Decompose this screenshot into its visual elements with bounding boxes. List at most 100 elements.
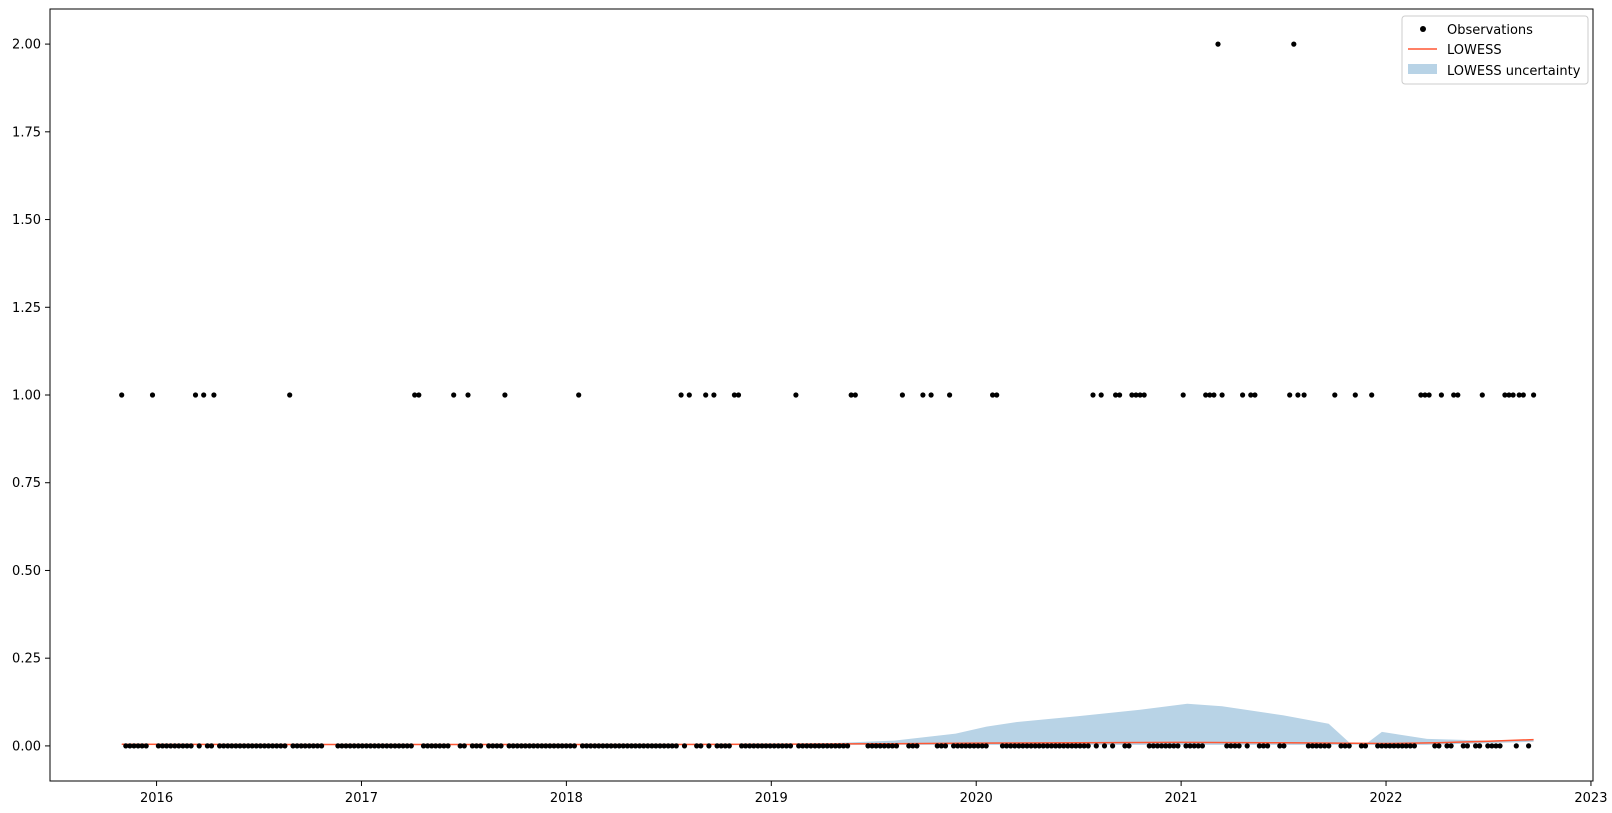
observation-point [429,743,435,749]
plot-area [49,8,1594,782]
observation-point [1375,743,1381,749]
observation-point [290,743,296,749]
observation-point [698,743,704,749]
observation-point [392,743,398,749]
observation-point [576,392,582,398]
observation-point [852,392,858,398]
observation-point [1207,392,1213,398]
observation-point [947,392,953,398]
observation-point [347,743,353,749]
x-tick-label: 2023 [1574,791,1607,806]
observation-point [796,743,802,749]
observation-point [135,743,141,749]
observation-point [343,743,349,749]
observation-point [759,743,765,749]
legend-lowess-label: LOWESS [1447,43,1502,58]
observation-point [1232,743,1238,749]
observation-point [237,743,243,749]
observation-point [119,392,125,398]
observation-point [1489,743,1495,749]
observation-point [282,743,288,749]
observation-point [1513,743,1519,749]
observation-point [257,743,263,749]
observation-point [955,743,961,749]
observation-point [490,743,496,749]
observation-point [461,743,467,749]
observation-point [934,743,940,749]
observation-point [938,743,945,749]
x-tick-label: 2018 [550,791,583,806]
y-tick-label: 1.50 [12,213,41,228]
observation-point [433,743,439,749]
observation-point [1403,743,1409,749]
observation-point [963,743,969,749]
observation-point [547,743,553,749]
observation-point [420,743,427,749]
observation-point [694,743,700,749]
observation-point [994,392,1000,398]
observation-point [196,743,202,749]
observation-point [1036,743,1042,749]
observation-point [571,743,578,749]
observation-point [983,743,989,749]
observation-point [1240,392,1246,398]
observation-point [1485,743,1491,749]
observation-point [425,743,431,749]
observation-point [1287,392,1293,398]
observation-point [608,743,614,749]
observation-point [1291,41,1297,47]
observation-point [127,743,133,749]
observation-point [711,392,717,398]
observation-point [469,743,475,749]
observation-point [1358,743,1364,749]
uncertainty-band [121,703,1534,745]
x-tick-label: 2021 [1165,791,1198,806]
observation-point [1473,743,1479,749]
observation-point [848,392,854,398]
observation-point [494,743,500,749]
observation-point [1464,743,1470,749]
observation-point [376,743,382,749]
observation-point [836,743,843,749]
y-tick-label: 2.00 [12,38,41,53]
observation-point [1422,392,1428,398]
observation-point [363,743,369,749]
observation-point [645,743,651,749]
observation-point [1061,743,1067,749]
observation-point [372,743,378,749]
observation-point [1432,743,1438,749]
observation-point [1090,392,1096,398]
observation-point [820,743,826,749]
observation-point [143,743,149,749]
observation-point [1129,392,1135,398]
observation-point [335,743,341,749]
observation-point [155,743,161,749]
observation-point [1117,392,1123,398]
observation-point [1053,743,1059,749]
observation-point [914,743,920,749]
observation-point [942,743,949,749]
observation-point [928,392,934,398]
observation-point [1101,743,1108,749]
observation-point [457,743,463,749]
x-tick-label: 2017 [345,791,378,806]
observation-point [1154,743,1161,749]
observation-point [771,743,777,749]
observation-point [1277,743,1283,749]
observation-point [164,743,170,749]
observation-point [380,743,386,749]
observation-point [1195,743,1201,749]
observation-point [241,743,247,749]
observation-point [1362,743,1369,749]
observation-point [1032,743,1038,749]
observation-point [828,743,834,749]
observation-point [1122,743,1128,749]
y-tick-label: 0.50 [12,564,41,579]
legend: Observations LOWESS LOWESS uncertainty [1401,15,1589,85]
observation-point [441,743,447,749]
observation-point [1020,743,1026,749]
observation-point [889,743,896,749]
observation-point [1215,41,1221,47]
y-tick-label: 1.00 [12,389,41,404]
